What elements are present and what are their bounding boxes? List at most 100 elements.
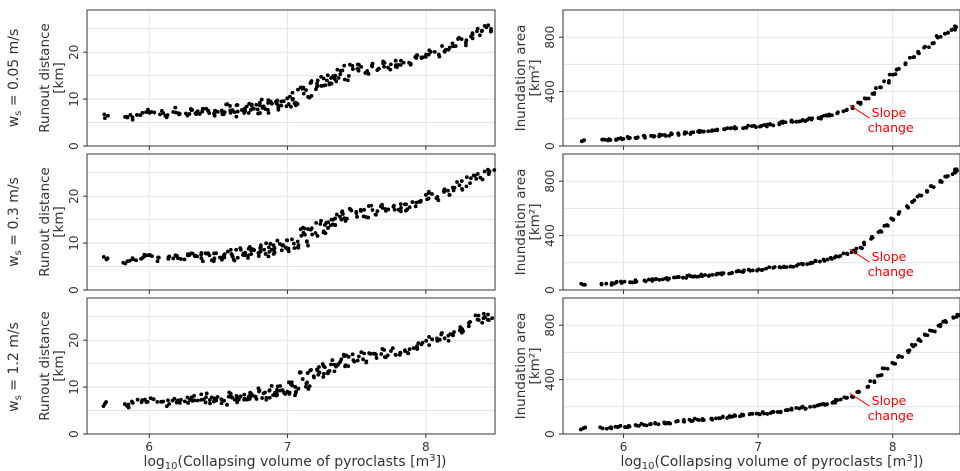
data-point	[626, 423, 631, 428]
data-point	[358, 207, 363, 212]
data-point	[239, 108, 244, 112]
data-point	[764, 266, 768, 271]
data-point	[248, 395, 252, 400]
data-point	[263, 390, 267, 395]
data-point	[299, 233, 304, 238]
data-point	[166, 398, 170, 403]
data-point	[393, 352, 398, 357]
data-point	[252, 248, 256, 252]
axes-frame	[86, 9, 496, 147]
y-axis-label-line2: [km]	[51, 350, 67, 382]
data-point	[791, 264, 796, 269]
data-point	[219, 401, 224, 406]
data-point	[248, 107, 253, 112]
y-tick-label-0: 0	[67, 430, 81, 438]
data-point	[343, 363, 348, 368]
panel-5: 6 7 8 0 10 20 Runout distance[km]	[37, 297, 496, 454]
data-point	[812, 404, 816, 409]
data-point	[864, 96, 869, 101]
data-point	[468, 181, 472, 186]
data-point	[872, 379, 877, 384]
data-point	[309, 79, 314, 83]
data-point	[367, 351, 372, 356]
data-point	[375, 209, 380, 214]
data-point	[430, 192, 434, 196]
data-point	[185, 395, 190, 400]
data-point	[905, 204, 909, 209]
y-tick-label-400: 400	[543, 368, 557, 391]
data-point	[789, 406, 794, 411]
scatter-points	[579, 167, 959, 287]
data-point	[440, 44, 444, 48]
data-point	[229, 394, 234, 399]
data-point	[319, 218, 323, 223]
data-point	[903, 61, 908, 66]
data-point	[408, 62, 413, 67]
y-axis-label-line1: Inundation area	[513, 313, 529, 420]
data-point	[166, 255, 171, 260]
data-point	[813, 259, 818, 264]
data-point	[329, 81, 334, 86]
data-point	[321, 375, 326, 379]
data-point	[315, 234, 320, 238]
data-point	[842, 395, 847, 400]
data-point	[300, 377, 305, 381]
data-point	[741, 126, 746, 131]
data-point	[800, 262, 805, 267]
data-point	[208, 401, 212, 406]
data-point	[447, 45, 452, 50]
data-point	[732, 413, 737, 418]
data-point	[366, 71, 371, 76]
data-point	[106, 113, 110, 118]
data-point	[270, 101, 274, 106]
data-point	[204, 106, 209, 111]
data-point	[825, 257, 830, 262]
data-point	[710, 417, 715, 422]
data-point	[486, 172, 491, 176]
data-point	[696, 129, 700, 134]
y-tick-label-0: 0	[67, 142, 81, 150]
data-point	[225, 102, 230, 106]
data-point	[834, 254, 838, 259]
data-point	[266, 254, 271, 259]
data-point	[446, 188, 450, 193]
data-point	[152, 110, 157, 115]
data-point	[325, 78, 329, 83]
data-point	[357, 62, 361, 67]
data-point	[696, 418, 701, 423]
data-point	[851, 248, 856, 253]
data-point	[264, 397, 269, 402]
data-point	[104, 400, 108, 404]
data-point	[622, 279, 627, 284]
data-point	[354, 211, 359, 216]
data-point	[178, 257, 183, 261]
data-point	[459, 179, 464, 183]
y-tick-label-400: 400	[543, 224, 557, 247]
data-point	[101, 404, 106, 409]
data-point	[237, 395, 242, 399]
data-point	[815, 403, 820, 408]
data-point	[754, 125, 758, 130]
data-point	[321, 76, 326, 81]
data-point	[219, 257, 224, 262]
data-point	[274, 100, 279, 105]
slope-change-pointer	[849, 392, 870, 407]
data-point	[199, 250, 204, 255]
data-point	[583, 425, 588, 430]
data-point	[407, 347, 412, 352]
data-point	[206, 109, 211, 113]
data-point	[212, 111, 216, 116]
data-point	[807, 116, 811, 121]
data-point	[782, 264, 786, 269]
data-point	[285, 96, 290, 101]
data-point	[247, 244, 252, 249]
data-point	[296, 386, 301, 391]
data-point	[260, 396, 265, 400]
data-point	[917, 193, 922, 198]
data-point	[415, 53, 420, 58]
data-point	[714, 416, 718, 421]
data-point	[364, 360, 369, 365]
data-point	[258, 246, 263, 250]
data-point	[818, 259, 822, 264]
data-point	[663, 134, 668, 138]
